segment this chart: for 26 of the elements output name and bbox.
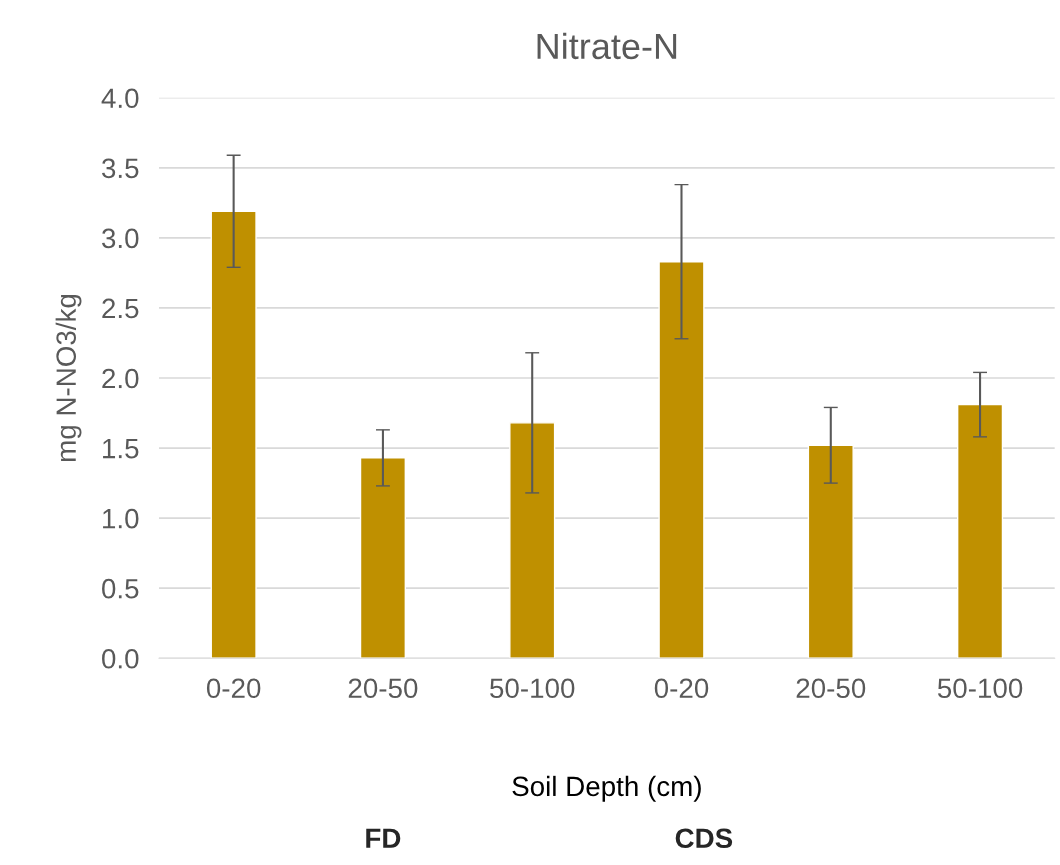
x-tick-label: 20-50 bbox=[796, 678, 866, 699]
y-tick-label: 2.5 bbox=[102, 298, 139, 319]
x-tick-label: 0-20 bbox=[206, 678, 261, 699]
y-tick-label: 0.0 bbox=[102, 648, 139, 669]
x-tick-label: 50-100 bbox=[490, 678, 575, 699]
y-axis-title: mg N-NO3/kg bbox=[55, 294, 82, 462]
y-tick-label: 3.5 bbox=[102, 158, 139, 179]
y-tick-label: 4.0 bbox=[101, 88, 139, 109]
y-tick-label: 1.0 bbox=[103, 508, 139, 529]
y-tick-label: 2.0 bbox=[102, 368, 139, 389]
text: FD bbox=[366, 828, 401, 848]
x-tick-label: 20-50 bbox=[348, 678, 418, 699]
bar bbox=[210, 210, 257, 659]
bar bbox=[956, 403, 1004, 659]
y-tick-label: 0.5 bbox=[102, 578, 139, 599]
bar bbox=[658, 261, 705, 659]
bar bbox=[509, 422, 556, 659]
y-tick-label: 3.0 bbox=[102, 228, 139, 249]
bar bbox=[807, 444, 854, 659]
x-axis-title: Soil Depth (cm) bbox=[512, 775, 701, 802]
chart-title: Nitrate-N bbox=[537, 32, 677, 60]
x-tick-label: 50-100 bbox=[937, 678, 1023, 699]
text: CDS bbox=[675, 828, 733, 849]
x-tick-label: 0-20 bbox=[654, 678, 709, 699]
y-tick-label: 1.5 bbox=[103, 439, 139, 459]
bar bbox=[359, 457, 407, 659]
